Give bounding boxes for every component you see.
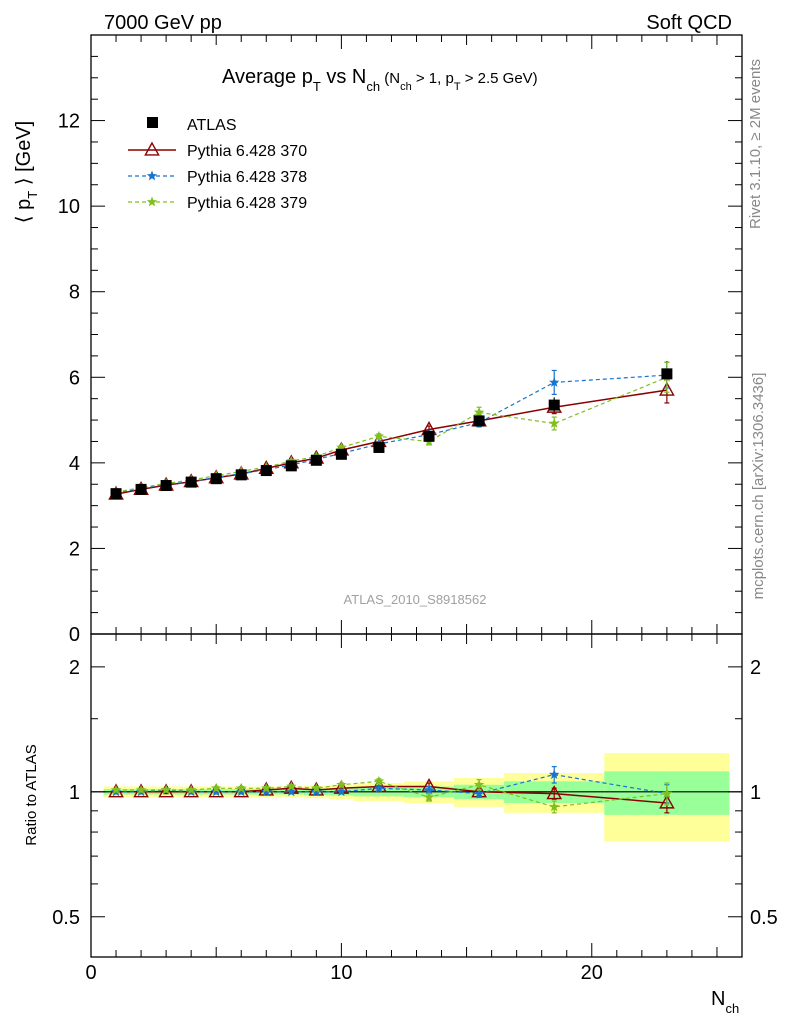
atlas-point <box>473 415 485 427</box>
rivet-label: Rivet 3.1.10, ≥ 2M events <box>747 59 764 229</box>
main-point-379 <box>373 430 385 441</box>
ratio-point-379 <box>135 784 147 795</box>
ratio-point-379 <box>373 775 385 786</box>
ratio-point-378 <box>336 786 347 797</box>
atlas-point <box>661 368 673 380</box>
legend-label-378: Pythia 6.428 378 <box>187 169 307 186</box>
ratio-ytick-label: 0.5 <box>52 907 80 929</box>
legend-label-379: Pythia 6.428 379 <box>187 195 307 212</box>
ratio-point-378 <box>311 786 322 797</box>
ratio-ytick-label: 1 <box>69 782 80 804</box>
atlas-point <box>185 476 197 488</box>
atlas-point <box>210 473 222 485</box>
ratio-point-370 <box>546 785 563 800</box>
ratio-point-379 <box>336 779 347 790</box>
legend-marker-atlas <box>147 117 158 128</box>
ratio-point-370 <box>308 781 325 796</box>
main-point-379 <box>549 418 560 428</box>
x-axis-label: Nch <box>711 988 739 1016</box>
atlas-point <box>135 483 147 495</box>
x-axis: 0 10 20 <box>85 634 743 984</box>
atlas-point <box>423 430 435 442</box>
main-line-379 <box>115 376 668 493</box>
ratio-ytick-label: 2 <box>69 657 80 679</box>
legend-marker-378 <box>128 170 176 181</box>
main-y-axis: 0 2 4 6 8 10 12 <box>58 34 743 646</box>
ratio-point-379 <box>110 784 122 795</box>
ratio-point-379 <box>311 782 322 793</box>
atlas-point <box>235 469 247 481</box>
ratio-point-379 <box>211 782 222 793</box>
main-point-379 <box>473 406 485 417</box>
ratio-point-379 <box>661 788 673 799</box>
main-ytick-label: 6 <box>69 367 80 389</box>
main-ytick-label: 12 <box>58 111 80 133</box>
main-ytick-label: 4 <box>69 453 80 475</box>
ratio-plot-area <box>108 766 675 814</box>
main-ytick-label: 0 <box>69 624 80 646</box>
legend-symbol-370 <box>144 141 160 156</box>
main-ytick-label: 2 <box>69 538 80 560</box>
ratio-point-378 <box>373 782 385 793</box>
main-ytick-label: 8 <box>69 282 80 304</box>
legend-symbol-379 <box>146 196 158 207</box>
atlas-point <box>260 465 272 477</box>
ratio-point-378 <box>236 786 247 797</box>
legend-marker-379 <box>128 196 176 207</box>
legend-symbol-378 <box>146 170 158 181</box>
main-point-378 <box>549 376 560 387</box>
xtick-label: 10 <box>330 962 352 984</box>
legend-marker-370 <box>128 141 176 156</box>
ratio-point-370 <box>158 783 174 798</box>
atlas-point <box>548 399 560 411</box>
header-right: Soft QCD <box>646 12 732 34</box>
mcplots-label: mcplots.cern.ch [arXiv:1306.3436] <box>750 373 767 600</box>
atlas-point <box>160 480 172 492</box>
analysis-watermark: ATLAS_2010_S8918562 <box>344 592 487 607</box>
ratio-point-379 <box>185 784 197 795</box>
ratio-point-379 <box>261 782 272 793</box>
main-plot-area <box>108 361 675 500</box>
ratio-point-378 <box>473 788 485 799</box>
main-y-label: ⟨ pT ⟩ [GeV] <box>13 121 40 224</box>
ratio-point-379 <box>549 801 560 812</box>
legend-label-370: Pythia 6.428 370 <box>187 143 307 160</box>
ratio-point-379 <box>473 779 485 790</box>
ratio-point-379 <box>286 781 297 791</box>
ratio-point-370 <box>258 781 275 796</box>
ratio-ytick-label-right: 0.5 <box>750 907 778 929</box>
ratio-point-378 <box>211 786 222 797</box>
chart-title: Average pT vs Nch (Nch > 1, pT > 2.5 GeV… <box>222 66 538 94</box>
ratio-point-379 <box>160 784 172 795</box>
xtick-label: 0 <box>85 962 96 984</box>
ratio-point-378 <box>549 769 560 780</box>
ratio-point-379 <box>236 782 247 793</box>
atlas-point <box>110 488 122 500</box>
main-ytick-label: 10 <box>58 196 80 218</box>
atlas-point <box>310 454 322 466</box>
ratio-point-379 <box>423 791 435 802</box>
main-point-370 <box>659 381 675 396</box>
legend: ATLAS Pythia 6.428 370 Pythia 6.428 378 … <box>128 117 307 212</box>
ratio-ytick-label-right: 1 <box>750 782 761 804</box>
atlas-point <box>285 460 297 472</box>
ratio-point-378 <box>261 786 272 797</box>
ratio-y-axis: 0.5 0.5 1 1 2 2 <box>52 657 778 958</box>
header-left: 7000 GeV pp <box>104 12 222 34</box>
legend-label-atlas: ATLAS <box>187 117 237 134</box>
atlas-point <box>335 448 347 460</box>
ratio-ytick-label-right: 2 <box>750 657 761 679</box>
ratio-y-label: Ratio to ATLAS <box>23 744 40 845</box>
xtick-label: 20 <box>581 962 603 984</box>
ratio-point-370 <box>659 794 675 809</box>
main-point-379 <box>336 442 347 452</box>
atlas-point <box>373 441 385 453</box>
main-line-378 <box>115 374 667 494</box>
ratio-point-378 <box>423 784 435 795</box>
ratio-point-378 <box>286 786 297 797</box>
